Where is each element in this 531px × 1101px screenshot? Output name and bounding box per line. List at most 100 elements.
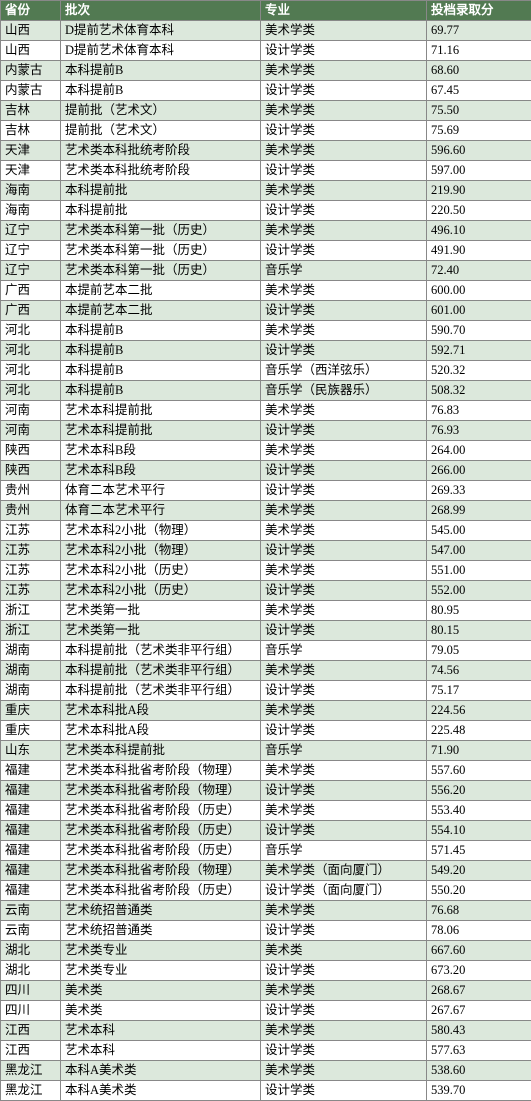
cell-score: 79.05 (427, 641, 531, 661)
cell-batch: 艺术类本科批省考阶段（物理） (61, 761, 261, 781)
cell-province: 江苏 (1, 521, 61, 541)
cell-score: 268.67 (427, 981, 531, 1001)
table-row: 浙江艺术类第一批美术学类80.95 (1, 601, 531, 621)
cell-province: 贵州 (1, 501, 61, 521)
cell-major: 设计学类 (261, 821, 427, 841)
table-row: 福建艺术类本科批省考阶段（物理）美术学类（面向厦门）549.20 (1, 861, 531, 881)
cell-province: 江苏 (1, 561, 61, 581)
table-row: 陕西艺术本科B段美术学类264.00 (1, 441, 531, 461)
col-score: 投档录取分 (427, 1, 531, 21)
cell-batch: 艺术本科提前批 (61, 421, 261, 441)
cell-batch: 本科提前批 (61, 201, 261, 221)
cell-province: 福建 (1, 801, 61, 821)
cell-score: 72.40 (427, 261, 531, 281)
cell-batch: 艺术类专业 (61, 941, 261, 961)
cell-batch: 提前批（艺术文） (61, 101, 261, 121)
cell-province: 河北 (1, 381, 61, 401)
cell-score: 268.99 (427, 501, 531, 521)
cell-score: 76.83 (427, 401, 531, 421)
cell-major: 美术学类（面向厦门） (261, 861, 427, 881)
cell-batch: 艺术统招普通类 (61, 921, 261, 941)
table-row: 海南本科提前批美术学类219.90 (1, 181, 531, 201)
table-row: 湖南本科提前批（艺术类非平行组）美术学类74.56 (1, 661, 531, 681)
col-province: 省份 (1, 1, 61, 21)
cell-score: 69.77 (427, 21, 531, 41)
table-row: 黑龙江本科A美术类美术学类538.60 (1, 1061, 531, 1081)
cell-batch: 艺术本科提前批 (61, 401, 261, 421)
cell-province: 河南 (1, 421, 61, 441)
cell-batch: D提前艺术体育本科 (61, 41, 261, 61)
cell-major: 美术学类 (261, 141, 427, 161)
table-row: 湖北艺术类专业设计学类673.20 (1, 961, 531, 981)
table-row: 湖南本科提前批（艺术类非平行组）音乐学79.05 (1, 641, 531, 661)
cell-province: 吉林 (1, 121, 61, 141)
cell-batch: 本科提前B (61, 81, 261, 101)
cell-batch: 艺术本科B段 (61, 461, 261, 481)
table-row: 贵州体育二本艺术平行设计学类269.33 (1, 481, 531, 501)
cell-score: 547.00 (427, 541, 531, 561)
cell-province: 内蒙古 (1, 81, 61, 101)
cell-province: 天津 (1, 141, 61, 161)
cell-score: 545.00 (427, 521, 531, 541)
table-row: 福建艺术类本科批省考阶段（历史）音乐学571.45 (1, 841, 531, 861)
table-row: 广西本提前艺本二批设计学类601.00 (1, 301, 531, 321)
cell-batch: 本提前艺本二批 (61, 281, 261, 301)
cell-batch: 本科提前批（艺术类非平行组） (61, 681, 261, 701)
cell-major: 美术学类 (261, 1021, 427, 1041)
cell-score: 577.63 (427, 1041, 531, 1061)
cell-batch: 艺术类本科批省考阶段（历史） (61, 881, 261, 901)
table-row: 四川美术类美术学类268.67 (1, 981, 531, 1001)
cell-score: 590.70 (427, 321, 531, 341)
cell-batch: 体育二本艺术平行 (61, 501, 261, 521)
cell-score: 491.90 (427, 241, 531, 261)
cell-score: 551.00 (427, 561, 531, 581)
cell-batch: 美术类 (61, 981, 261, 1001)
cell-batch: 艺术类本科批统考阶段 (61, 141, 261, 161)
cell-batch: 艺术本科 (61, 1041, 261, 1061)
cell-major: 音乐学 (261, 261, 427, 281)
cell-province: 云南 (1, 901, 61, 921)
cell-batch: 本科提前批（艺术类非平行组） (61, 661, 261, 681)
cell-batch: 提前批（艺术文） (61, 121, 261, 141)
table-row: 海南本科提前批设计学类220.50 (1, 201, 531, 221)
table-row: 福建艺术类本科批省考阶段（历史）设计学类554.10 (1, 821, 531, 841)
cell-batch: 艺术本科批A段 (61, 701, 261, 721)
cell-score: 75.69 (427, 121, 531, 141)
cell-score: 75.50 (427, 101, 531, 121)
table-row: 云南艺术统招普通类设计学类78.06 (1, 921, 531, 941)
cell-province: 辽宁 (1, 261, 61, 281)
cell-major: 设计学类 (261, 81, 427, 101)
admission-score-table: 省份 批次 专业 投档录取分 山西D提前艺术体育本科美术学类69.77山西D提前… (0, 0, 531, 1101)
cell-score: 496.10 (427, 221, 531, 241)
table-row: 广西本提前艺本二批美术学类600.00 (1, 281, 531, 301)
cell-province: 四川 (1, 1001, 61, 1021)
cell-major: 音乐学 (261, 741, 427, 761)
cell-major: 美术学类 (261, 521, 427, 541)
table-row: 浙江艺术类第一批设计学类80.15 (1, 621, 531, 641)
cell-province: 湖南 (1, 681, 61, 701)
cell-major: 美术学类 (261, 561, 427, 581)
cell-score: 269.33 (427, 481, 531, 501)
cell-batch: 艺术类本科批省考阶段（物理） (61, 861, 261, 881)
cell-major: 设计学类 (261, 121, 427, 141)
cell-major: 设计学类 (261, 781, 427, 801)
table-row: 河北本科提前B设计学类592.71 (1, 341, 531, 361)
cell-major: 设计学类 (261, 1001, 427, 1021)
cell-major: 设计学类 (261, 541, 427, 561)
cell-batch: 艺术类本科批省考阶段（历史） (61, 821, 261, 841)
cell-score: 220.50 (427, 201, 531, 221)
cell-score: 597.00 (427, 161, 531, 181)
cell-major: 设计学类 (261, 581, 427, 601)
cell-major: 美术学类 (261, 401, 427, 421)
cell-batch: 艺术类第一批 (61, 601, 261, 621)
table-row: 贵州体育二本艺术平行美术学类268.99 (1, 501, 531, 521)
table-row: 河南艺术本科提前批美术学类76.83 (1, 401, 531, 421)
cell-major: 美术学类 (261, 981, 427, 1001)
cell-major: 美术学类 (261, 61, 427, 81)
cell-score: 80.15 (427, 621, 531, 641)
cell-province: 四川 (1, 981, 61, 1001)
cell-batch: 艺术类本科第一批（历史） (61, 261, 261, 281)
cell-score: 68.60 (427, 61, 531, 81)
col-batch: 批次 (61, 1, 261, 21)
table-row: 河北本科提前B音乐学（西洋弦乐）520.32 (1, 361, 531, 381)
